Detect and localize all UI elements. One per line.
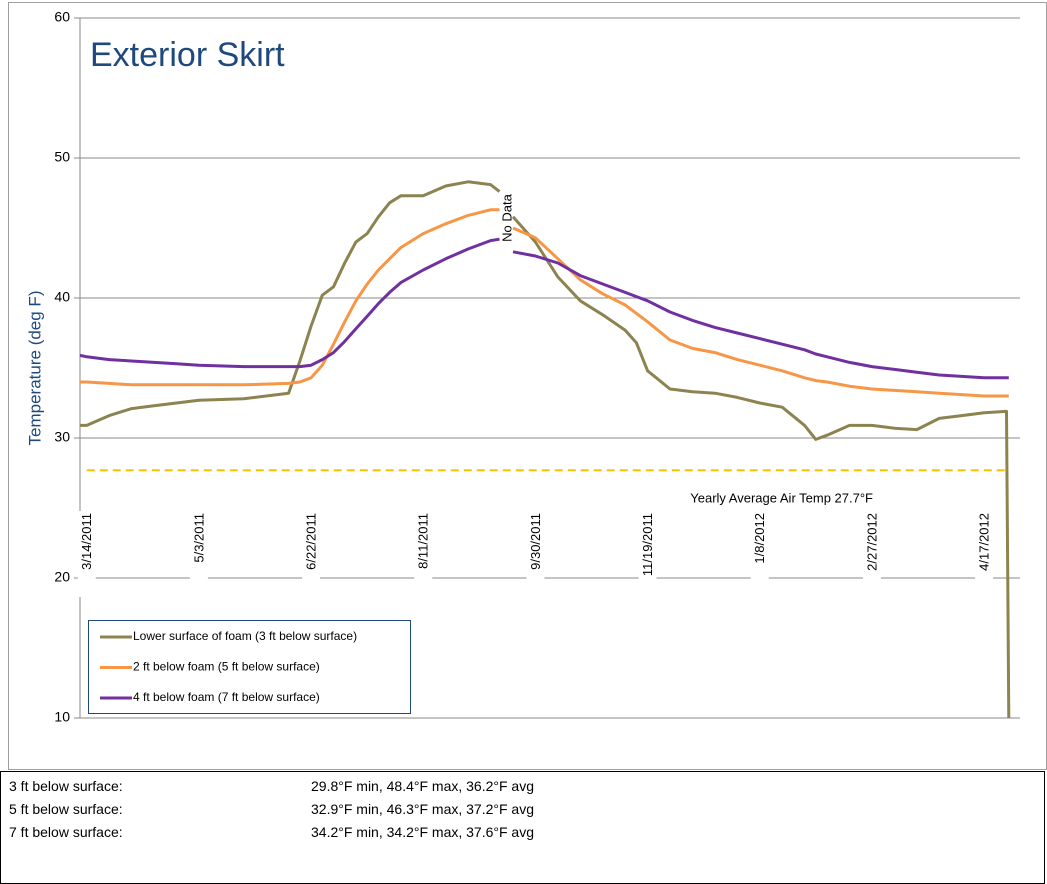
x-label-bg bbox=[862, 511, 881, 597]
legend: Lower surface of foam (3 ft below surfac… bbox=[88, 620, 411, 714]
y-tick-label: 60 bbox=[54, 9, 70, 25]
x-tick-label: 6/22/2011 bbox=[304, 513, 319, 570]
y-tick-label: 10 bbox=[54, 709, 70, 725]
x-label-bg bbox=[302, 511, 321, 597]
depth-label: 7 ft below surface: bbox=[9, 824, 123, 840]
depth-label: 5 ft below surface: bbox=[9, 801, 123, 817]
legend-box bbox=[88, 620, 411, 714]
annotation: No Data bbox=[499, 193, 514, 241]
chart-title: Exterior Skirt bbox=[90, 36, 285, 74]
y-axis-title: Temperature (deg F) bbox=[25, 291, 44, 446]
x-tick-label: 8/11/2011 bbox=[416, 513, 431, 569]
x-tick-label: 3/14/2011 bbox=[79, 513, 94, 570]
y-tick-label: 40 bbox=[54, 289, 70, 305]
x-label-bg bbox=[189, 511, 208, 597]
stats-table: 3 ft below surface: 29.8°F min, 48.4°F ma… bbox=[0, 771, 1045, 884]
stats-value: 29.8°F min, 48.4°F max, 36.2°F avg bbox=[311, 778, 535, 794]
x-label-bg bbox=[414, 511, 433, 597]
x-tick-label: 2/27/2012 bbox=[864, 513, 879, 571]
x-label-bg bbox=[975, 511, 994, 597]
stats-value: 34.2°F min, 34.2°F max, 37.6°F avg bbox=[311, 824, 535, 840]
chart: Exterior Skirt Temperature (deg F) 10 20 3… bbox=[8, 2, 1047, 770]
x-tick-label: 9/30/2011 bbox=[528, 513, 543, 570]
reference-label: Yearly Average Air Temp 27.7°F bbox=[690, 491, 873, 506]
x-label-bg bbox=[638, 511, 657, 597]
x-tick-label: 4/17/2012 bbox=[977, 513, 992, 571]
x-tick-label: 11/19/2011 bbox=[640, 513, 655, 576]
legend-label: 4 ft below foam (7 ft below surface) bbox=[133, 690, 320, 704]
depth-label: 3 ft below surface: bbox=[9, 778, 123, 794]
y-tick-label: 30 bbox=[54, 429, 70, 445]
legend-label: Lower surface of foam (3 ft below surfac… bbox=[133, 629, 357, 643]
y-tick-label: 20 bbox=[54, 569, 70, 585]
legend-label: 2 ft below foam (5 ft below surface) bbox=[133, 660, 320, 674]
x-label-bg bbox=[750, 511, 769, 597]
series-line bbox=[79, 237, 1009, 380]
x-tick-label: 1/8/2012 bbox=[752, 513, 767, 564]
series-line bbox=[80, 180, 1011, 719]
x-tick-label: 5/3/2011 bbox=[191, 513, 206, 563]
y-tick-label: 50 bbox=[54, 149, 70, 165]
stats-value: 32.9°F min, 46.3°F max, 37.2°F avg bbox=[311, 801, 535, 817]
x-label-bg bbox=[77, 511, 96, 597]
x-label-bg bbox=[526, 511, 545, 597]
